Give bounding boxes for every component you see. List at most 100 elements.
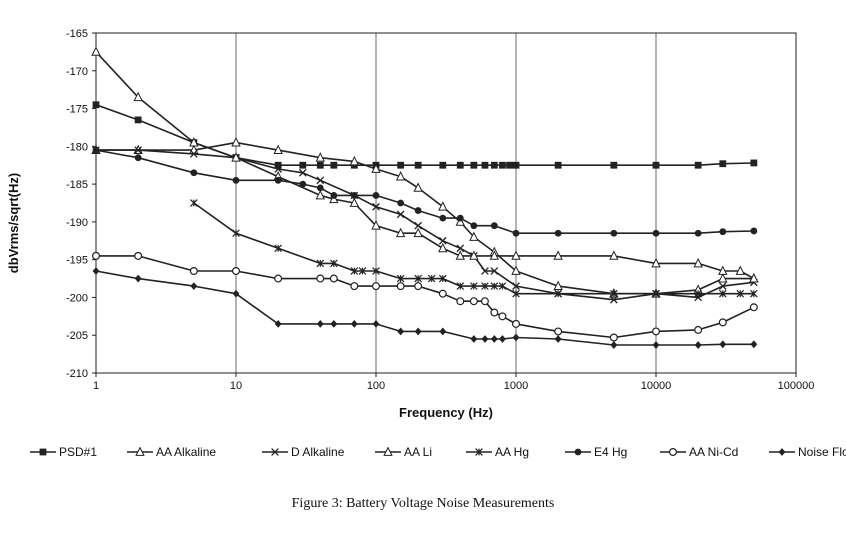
data-point bbox=[231, 152, 241, 162]
data-point bbox=[438, 201, 448, 211]
data-point bbox=[274, 319, 282, 328]
y-tick-label: -180 bbox=[66, 141, 88, 153]
data-point bbox=[481, 267, 489, 275]
series-aa-hg bbox=[190, 199, 758, 298]
data-point bbox=[372, 267, 380, 275]
data-point bbox=[92, 267, 100, 275]
data-point bbox=[651, 257, 661, 268]
data-point bbox=[498, 312, 507, 321]
data-point bbox=[413, 182, 423, 192]
legend-marker bbox=[383, 446, 393, 456]
legend-label: AA Ni-Cd bbox=[689, 445, 738, 459]
data-point bbox=[396, 282, 405, 291]
data-point bbox=[480, 297, 489, 306]
data-point bbox=[330, 259, 338, 268]
data-point bbox=[358, 267, 367, 275]
data-point bbox=[350, 282, 359, 291]
tick-labels: 1 10 100 1000 10000 100000 -165 -170 -175 -180 -18… bbox=[66, 28, 814, 392]
y-tick-label: -200 bbox=[66, 292, 88, 304]
data-point bbox=[750, 227, 758, 235]
legend-item: PSD#1 bbox=[30, 445, 97, 459]
data-point bbox=[610, 229, 618, 237]
legend-marker bbox=[39, 448, 47, 456]
data-point bbox=[232, 176, 240, 184]
data-point bbox=[439, 327, 447, 336]
legend-label: PSD#1 bbox=[59, 445, 97, 459]
data-point bbox=[456, 244, 465, 253]
plot-frame bbox=[95, 32, 797, 374]
figure-caption: Figure 3: Battery Voltage Noise Measurem… bbox=[291, 496, 555, 511]
data-point bbox=[414, 161, 422, 169]
data-point bbox=[397, 161, 405, 169]
data-point bbox=[91, 46, 101, 56]
data-point bbox=[469, 231, 479, 241]
data-point bbox=[469, 250, 479, 260]
data-point bbox=[694, 341, 702, 349]
data-point bbox=[506, 161, 513, 169]
data-point bbox=[718, 318, 727, 327]
data-point bbox=[438, 274, 447, 283]
series-noise-floor bbox=[92, 267, 758, 349]
data-point bbox=[610, 341, 618, 349]
legend-label: AA Alkaline bbox=[156, 445, 216, 459]
data-point bbox=[350, 319, 358, 328]
data-point bbox=[511, 319, 520, 328]
data-point bbox=[414, 207, 422, 214]
legend-marker bbox=[778, 448, 786, 456]
data-point bbox=[470, 282, 478, 290]
data-point bbox=[718, 265, 728, 275]
data-point bbox=[396, 210, 405, 219]
data-point bbox=[134, 146, 143, 154]
data-point bbox=[372, 319, 380, 328]
data-point bbox=[750, 340, 758, 349]
series-aa-ni-cd bbox=[91, 251, 758, 342]
data-point bbox=[231, 137, 241, 147]
y-tick-label: -205 bbox=[66, 330, 88, 342]
legend-label: AA Li bbox=[404, 445, 432, 459]
data-point bbox=[91, 251, 100, 260]
data-point bbox=[750, 159, 758, 167]
data-point bbox=[554, 335, 562, 343]
data-point bbox=[499, 161, 506, 169]
data-point bbox=[316, 319, 324, 328]
data-point bbox=[372, 282, 381, 291]
data-point bbox=[554, 161, 562, 169]
data-point bbox=[490, 267, 499, 275]
data-point bbox=[490, 282, 499, 290]
x-tick-label: 1000 bbox=[504, 380, 528, 392]
legend-item: E4 Hg bbox=[565, 445, 627, 459]
data-point bbox=[134, 274, 142, 283]
data-point bbox=[455, 250, 465, 260]
data-point bbox=[694, 229, 702, 237]
data-point bbox=[481, 282, 489, 290]
data-point bbox=[694, 325, 703, 334]
data-point bbox=[330, 319, 338, 328]
data-point bbox=[190, 169, 198, 177]
data-point bbox=[414, 282, 423, 291]
data-point bbox=[396, 274, 405, 283]
data-point bbox=[511, 250, 521, 260]
y-tick-label: -210 bbox=[66, 368, 88, 380]
data-point bbox=[512, 289, 520, 298]
data-point bbox=[610, 289, 618, 298]
data-point bbox=[371, 220, 381, 230]
data-point bbox=[133, 91, 143, 102]
data-point bbox=[299, 161, 307, 169]
data-point bbox=[315, 189, 325, 200]
grid bbox=[95, 33, 797, 373]
data-point bbox=[554, 289, 562, 298]
data-point bbox=[438, 289, 447, 298]
data-point bbox=[456, 214, 464, 222]
data-point bbox=[315, 152, 325, 162]
data-point bbox=[718, 282, 727, 290]
legend-item: D Alkaline bbox=[262, 445, 345, 459]
data-point bbox=[189, 150, 198, 158]
legend-label: D Alkaline bbox=[291, 445, 345, 459]
data-point bbox=[512, 333, 520, 342]
y-tick-label: -190 bbox=[66, 217, 88, 229]
data-point bbox=[316, 259, 325, 268]
x-axis-label: Frequency (Hz) bbox=[399, 405, 493, 420]
data-point bbox=[372, 202, 380, 211]
data-point bbox=[371, 163, 381, 173]
legend-item: AA Hg bbox=[466, 445, 529, 459]
